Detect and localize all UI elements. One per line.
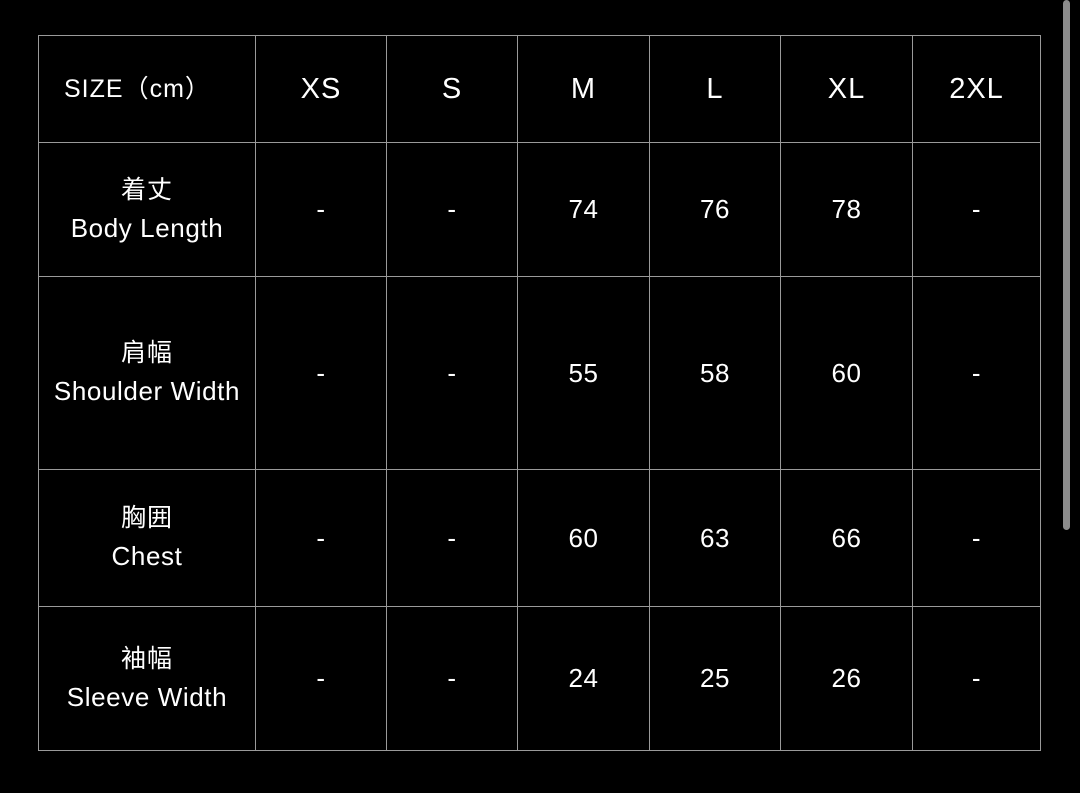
size-chart-table: SIZE（cm） XS S M L XL 2XL 着丈 Body Length … xyxy=(38,35,1041,751)
row-label-jp: 胸囲 xyxy=(120,504,173,533)
cell-shoulder-width-m: 55 xyxy=(517,276,650,470)
cell-shoulder-width-l: 58 xyxy=(649,276,781,470)
row-label-en: Shoulder Width xyxy=(53,376,241,407)
row-label-jp: 袖幅 xyxy=(120,644,173,673)
cell-sleeve-width-xs: - xyxy=(255,606,387,751)
cell-chest-m: 60 xyxy=(517,469,650,607)
cell-shoulder-width-2xl: - xyxy=(912,276,1041,470)
row-label-body-length: 着丈 Body Length xyxy=(38,142,256,277)
row-label-sleeve-width: 袖幅 Sleeve Width xyxy=(38,606,256,751)
header-size-2xl: 2XL xyxy=(912,35,1041,143)
size-chart-table-container: SIZE（cm） XS S M L XL 2XL 着丈 Body Length … xyxy=(38,35,1041,751)
row-label-jp: 肩幅 xyxy=(120,339,173,368)
cell-chest-l: 63 xyxy=(649,469,781,607)
cell-sleeve-width-m: 24 xyxy=(517,606,650,751)
header-size-label: SIZE（cm） xyxy=(38,35,256,143)
cell-shoulder-width-xs: - xyxy=(255,276,387,470)
cell-chest-2xl: - xyxy=(912,469,1041,607)
vertical-scrollbar[interactable] xyxy=(1063,0,1070,793)
cell-chest-s: - xyxy=(386,469,518,607)
cell-chest-xl: 66 xyxy=(780,469,913,607)
cell-sleeve-width-s: - xyxy=(386,606,518,751)
cell-body-length-l: 76 xyxy=(649,142,781,277)
row-label-en: Chest xyxy=(111,541,183,572)
header-size-s: S xyxy=(386,35,518,143)
cell-shoulder-width-xl: 60 xyxy=(780,276,913,470)
table-row: 肩幅 Shoulder Width - - 55 58 60 - xyxy=(38,276,1041,470)
header-size-l: L xyxy=(649,35,781,143)
cell-body-length-m: 74 xyxy=(517,142,650,277)
table-row: 着丈 Body Length - - 74 76 78 - xyxy=(38,142,1041,277)
row-label-en: Sleeve Width xyxy=(66,681,228,712)
cell-sleeve-width-xl: 26 xyxy=(780,606,913,751)
header-size-m: M xyxy=(517,35,650,143)
cell-body-length-xl: 78 xyxy=(780,142,913,277)
table-header-row: SIZE（cm） XS S M L XL 2XL xyxy=(38,35,1041,143)
cell-body-length-2xl: - xyxy=(912,142,1041,277)
header-size-xl: XL xyxy=(780,35,913,143)
scrollbar-thumb[interactable] xyxy=(1063,0,1070,530)
row-label-jp: 着丈 xyxy=(120,175,173,204)
cell-shoulder-width-s: - xyxy=(386,276,518,470)
row-label-chest: 胸囲 Chest xyxy=(38,469,256,607)
cell-sleeve-width-2xl: - xyxy=(912,606,1041,751)
cell-body-length-xs: - xyxy=(255,142,387,277)
table-row: 袖幅 Sleeve Width - - 24 25 26 - xyxy=(38,606,1041,751)
cell-chest-xs: - xyxy=(255,469,387,607)
table-row: 胸囲 Chest - - 60 63 66 - xyxy=(38,469,1041,607)
row-label-shoulder-width: 肩幅 Shoulder Width xyxy=(38,276,256,470)
cell-body-length-s: - xyxy=(386,142,518,277)
row-label-en: Body Length xyxy=(70,212,224,243)
cell-sleeve-width-l: 25 xyxy=(649,606,781,751)
header-size-xs: XS xyxy=(255,35,387,143)
